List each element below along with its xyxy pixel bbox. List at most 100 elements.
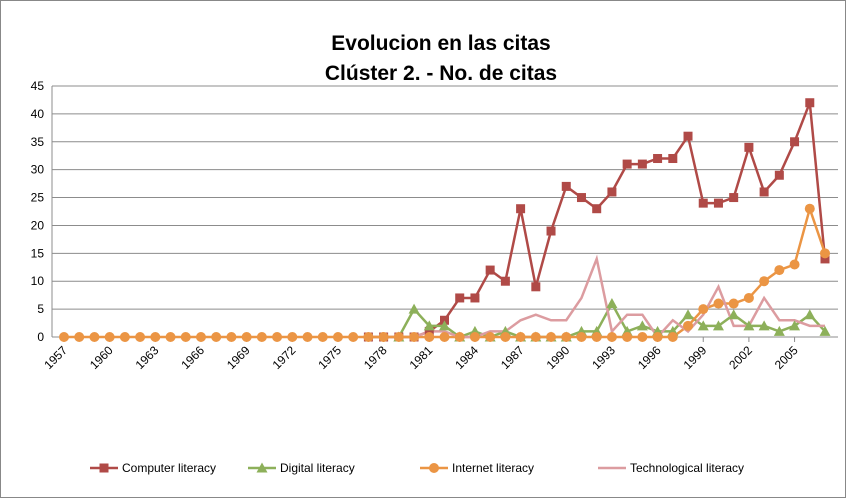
point (729, 193, 739, 203)
point (89, 332, 100, 342)
legend-label: Internet literacy (452, 461, 534, 475)
point (744, 142, 754, 152)
point (195, 332, 206, 342)
point (516, 204, 526, 214)
point (774, 265, 785, 276)
y-tick-label: 35 (31, 135, 45, 149)
legend-marker (256, 462, 268, 473)
point (607, 187, 617, 197)
point (653, 154, 663, 164)
point (515, 332, 526, 342)
point (393, 332, 404, 342)
point (485, 332, 496, 342)
point (500, 332, 511, 342)
point (485, 265, 495, 275)
point (439, 320, 450, 331)
point (712, 320, 724, 331)
point (408, 303, 420, 314)
point (804, 203, 815, 214)
point (683, 131, 693, 141)
point (165, 332, 176, 342)
point (622, 332, 633, 342)
point (272, 332, 283, 342)
point (59, 332, 69, 342)
legend-marker (99, 463, 109, 473)
point (759, 187, 769, 197)
point (683, 320, 694, 331)
point (470, 293, 480, 303)
point (820, 248, 830, 259)
point (789, 320, 801, 331)
point (287, 332, 298, 342)
point (668, 154, 678, 164)
y-tick-label: 30 (31, 163, 45, 177)
point (759, 276, 770, 287)
point (317, 332, 328, 342)
chart-title: Evolucion en las citas (331, 32, 550, 55)
point (500, 276, 510, 286)
point (698, 304, 709, 315)
point (637, 332, 648, 342)
point (591, 332, 602, 342)
point (789, 259, 800, 270)
point (728, 309, 740, 320)
point (211, 332, 222, 342)
point (409, 332, 420, 342)
point (819, 325, 831, 336)
point (805, 98, 815, 108)
point (561, 332, 572, 342)
legend-label: Digital literacy (280, 461, 355, 475)
point (743, 320, 755, 331)
point (820, 254, 830, 264)
point (637, 159, 647, 169)
point (455, 293, 465, 303)
y-tick-label: 10 (31, 274, 45, 288)
legend-label: Computer literacy (122, 461, 216, 475)
point (682, 309, 694, 320)
y-tick-label: 0 (37, 330, 44, 344)
point (546, 226, 556, 236)
point (546, 332, 557, 342)
point (698, 198, 708, 208)
y-tick-label: 5 (37, 302, 44, 316)
point (697, 320, 709, 331)
point (424, 326, 434, 336)
point (104, 332, 115, 342)
point (241, 332, 252, 342)
point (150, 332, 161, 342)
y-tick-label: 45 (31, 79, 45, 93)
point (180, 332, 191, 342)
series-line (413, 254, 825, 340)
point (758, 320, 770, 331)
point (226, 332, 237, 342)
point (530, 332, 541, 342)
y-tick-label: 20 (31, 218, 45, 232)
point (773, 325, 785, 336)
point (592, 204, 602, 214)
point (135, 332, 146, 342)
chart-subtitle: Clúster 2. - No. de citas (325, 62, 557, 85)
point (606, 332, 617, 342)
y-tick-label: 40 (31, 107, 45, 121)
point (469, 332, 480, 342)
point (774, 170, 784, 180)
point (713, 298, 724, 309)
point (652, 332, 663, 342)
legend-label: Technological literacy (630, 461, 744, 475)
point (332, 332, 343, 342)
point (423, 320, 435, 331)
point (378, 332, 389, 342)
point (790, 137, 800, 147)
point (804, 309, 816, 320)
point (256, 332, 267, 342)
point (713, 198, 723, 208)
y-tick-label: 25 (31, 191, 45, 205)
legend-marker (429, 463, 439, 473)
point (454, 332, 465, 342)
point (606, 298, 618, 309)
point (667, 332, 678, 342)
point (743, 292, 754, 303)
point (424, 332, 435, 342)
